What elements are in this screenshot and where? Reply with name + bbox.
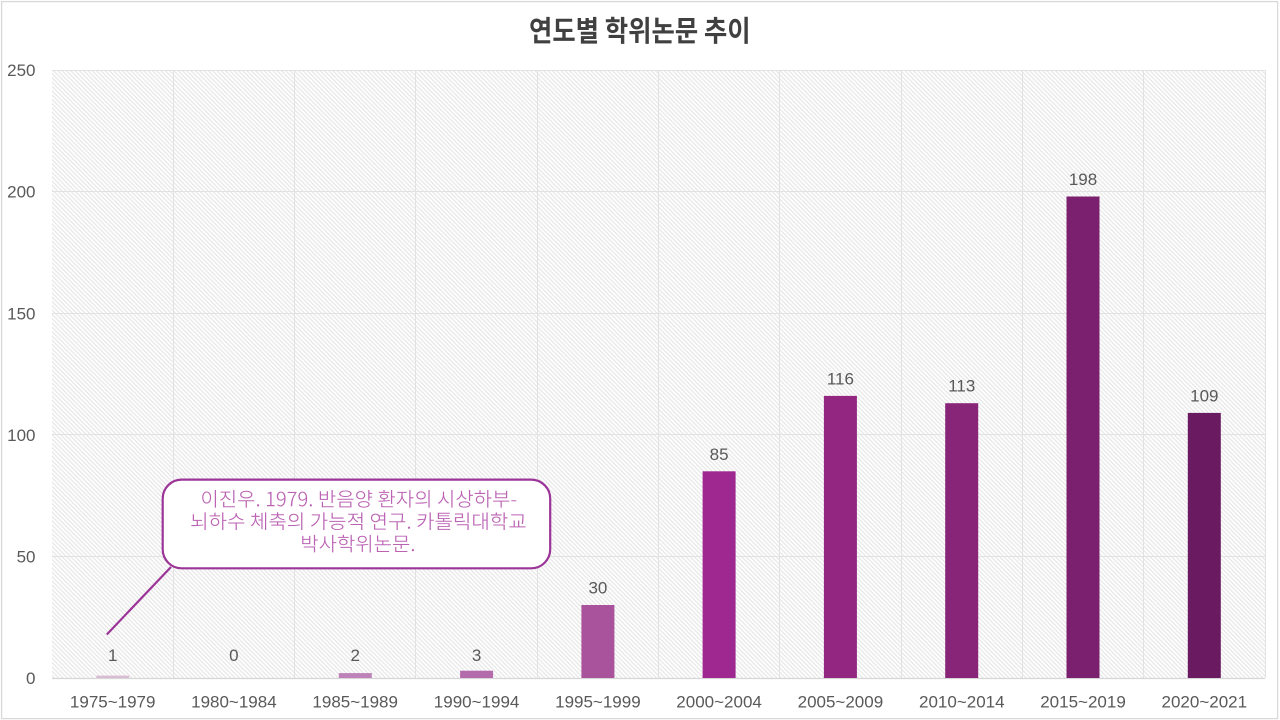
svg-text:250: 250 [7, 61, 35, 80]
svg-text:2015~2019: 2015~2019 [1040, 693, 1126, 712]
svg-text:30: 30 [588, 579, 607, 598]
svg-text:109: 109 [1190, 386, 1218, 405]
svg-text:85: 85 [710, 445, 729, 464]
svg-text:1: 1 [108, 646, 117, 665]
svg-text:1995~1999: 1995~1999 [555, 693, 641, 712]
svg-text:100: 100 [7, 426, 35, 445]
svg-text:116: 116 [827, 369, 854, 388]
svg-text:50: 50 [17, 548, 36, 567]
svg-text:3: 3 [472, 646, 481, 665]
svg-text:2020~2021: 2020~2021 [1162, 693, 1248, 712]
svg-text:1975~1979: 1975~1979 [70, 693, 156, 712]
svg-text:2010~2014: 2010~2014 [919, 693, 1005, 712]
svg-text:2005~2009: 2005~2009 [798, 693, 884, 712]
svg-text:198: 198 [1069, 170, 1097, 189]
svg-text:0: 0 [26, 669, 35, 688]
svg-text:0: 0 [229, 646, 238, 665]
svg-text:113: 113 [948, 377, 975, 396]
svg-text:150: 150 [7, 304, 35, 323]
svg-text:200: 200 [7, 183, 35, 202]
svg-text:2000~2004: 2000~2004 [676, 693, 762, 712]
svg-text:1985~1989: 1985~1989 [312, 693, 398, 712]
svg-text:1990~1994: 1990~1994 [434, 693, 520, 712]
svg-text:2: 2 [350, 646, 359, 665]
svg-text:1980~1984: 1980~1984 [191, 693, 277, 712]
